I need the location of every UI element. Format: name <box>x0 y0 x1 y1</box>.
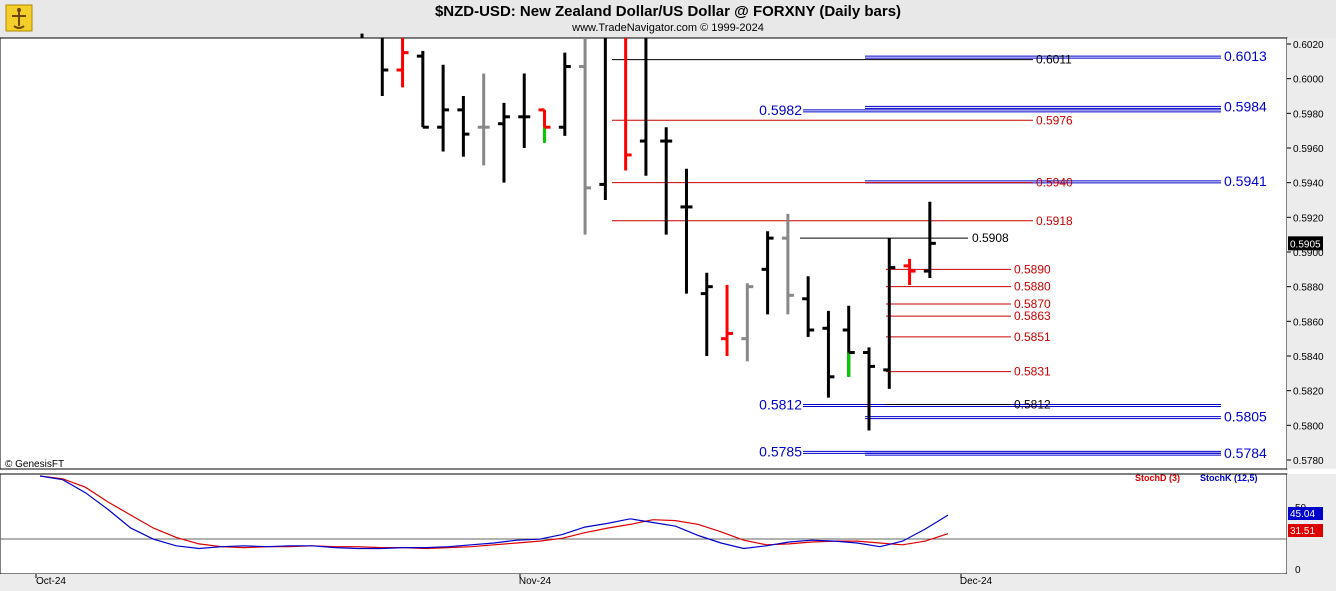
price-tick-label: 0.5920 <box>1293 213 1324 224</box>
price-level-label: 0.5984 <box>1224 98 1267 114</box>
ohlc-bar <box>477 73 490 166</box>
date-axis-area <box>0 574 1336 591</box>
price-level-label: 0.5982 <box>759 102 802 118</box>
stoch-series-line <box>39 475 949 550</box>
ohlc-bar <box>396 38 409 88</box>
stoch-d-value-box <box>1288 524 1323 537</box>
price-level-label: 0.5785 <box>759 443 802 459</box>
ohlc-bar <box>842 305 855 377</box>
ohlc-bar <box>802 276 815 337</box>
ohlc-bars <box>360 33 936 431</box>
price-tick-label: 0.5860 <box>1293 317 1324 328</box>
ohlc-bar <box>741 283 754 362</box>
stoch-tick-label: 0 <box>1295 565 1301 576</box>
last-price-label: 0.5905 <box>1290 239 1321 250</box>
ohlc-bar <box>558 52 571 136</box>
price-level-label: 0.5812 <box>759 397 802 413</box>
stoch-panel-frame <box>0 473 1288 575</box>
price-level-label: 0.6011 <box>1036 53 1072 67</box>
price-level-label: 0.5918 <box>1036 214 1073 228</box>
ohlc-bar <box>380 38 389 96</box>
price-level-label: 0.5941 <box>1224 173 1267 189</box>
ohlc-bar <box>538 108 551 143</box>
price-tick-label: 0.5840 <box>1293 352 1324 363</box>
price-level-label: 0.5976 <box>1036 113 1073 127</box>
price-tick-label: 0.5900 <box>1293 248 1324 259</box>
price-level-label: 0.5880 <box>1014 280 1051 294</box>
ohlc-bar <box>903 258 916 285</box>
ohlc-bar <box>660 127 673 235</box>
price-tick-label: 0.6020 <box>1293 40 1324 51</box>
date-tick-label: Oct-24 <box>36 576 66 587</box>
price-tick-label: 0.5780 <box>1293 456 1324 467</box>
stoch-legend-d: StochD (3) <box>1135 473 1180 483</box>
ohlc-bar <box>781 213 794 315</box>
chart-header: $NZD-USD: New Zealand Dollar/US Dollar @… <box>0 0 1336 38</box>
chart-subtitle: www.TradeNavigator.com © 1999-2024 <box>572 22 764 34</box>
ohlc-bar <box>497 102 510 183</box>
price-level-label: 0.5812 <box>1014 398 1051 412</box>
date-axis: Oct-24 Nov-24 Dec-24 <box>35 574 993 587</box>
stoch-k-value: 45.04 <box>1290 509 1315 520</box>
date-tick-label: Dec-24 <box>960 576 993 587</box>
price-levels: 0.6013 0.6011 0.5984 0.5982 0.5976 0.5941 0.59… <box>612 48 1267 461</box>
price-axis-area <box>1287 38 1336 469</box>
ohlc-bar <box>639 38 648 176</box>
price-tick-label: 0.5980 <box>1293 109 1324 120</box>
price-level-label: 0.5940 <box>1036 176 1073 190</box>
ohlc-bar <box>624 38 632 171</box>
stoch-k-value-box <box>1288 507 1323 520</box>
price-level-label: 0.5870 <box>1014 297 1051 311</box>
copyright-label: © GenesisFT <box>5 459 64 470</box>
ohlc-bar <box>700 272 713 356</box>
price-tick-label: 0.5940 <box>1293 179 1324 190</box>
ohlc-bar <box>883 238 896 389</box>
ohlc-bar <box>923 201 936 278</box>
last-price-box <box>1288 236 1323 251</box>
price-level-label: 0.5831 <box>1014 365 1051 379</box>
price-level-label: 0.5805 <box>1224 409 1267 425</box>
price-tick-label: 0.6000 <box>1293 75 1324 86</box>
ohlc-bar <box>457 96 470 157</box>
stoch-legend-k: StochK (12,5) <box>1200 473 1258 483</box>
price-tick-label: 0.5820 <box>1293 387 1324 398</box>
price-level-label: 0.6013 <box>1224 48 1267 64</box>
ohlc-bar <box>518 73 531 148</box>
stoch-series-line <box>39 475 949 550</box>
price-level-label: 0.5908 <box>972 231 1009 245</box>
ohlc-bar <box>761 231 774 315</box>
price-tick-label: 0.5800 <box>1293 421 1324 432</box>
chart-title: $NZD-USD: New Zealand Dollar/US Dollar @… <box>434 3 902 20</box>
ohlc-bar <box>680 168 693 294</box>
ohlc-bar <box>416 50 429 129</box>
ohlc-bar <box>721 284 734 356</box>
ohlc-bar <box>437 64 450 152</box>
ohlc-bar <box>579 38 592 235</box>
panel-frames <box>0 37 1336 591</box>
ohlc-bar <box>599 38 607 200</box>
price-level-label: 0.5851 <box>1014 330 1051 344</box>
stoch-d-value: 31.51 <box>1290 526 1315 537</box>
date-tick-label: Nov-24 <box>519 576 552 587</box>
price-axis: 0.6020 0.6000 0.5980 0.5960 0.5940 0.5920 0.59… <box>1287 40 1324 467</box>
price-level-label: 0.5863 <box>1014 309 1051 323</box>
price-tick-label: 0.5960 <box>1293 144 1324 155</box>
trade-navigator-logo-icon <box>5 4 33 32</box>
price-tick-label: 0.5880 <box>1293 283 1324 294</box>
ohlc-bar <box>822 310 835 398</box>
price-level-label: 0.5784 <box>1224 445 1267 461</box>
ohlc-bar <box>863 347 875 431</box>
price-level-label: 0.5890 <box>1014 262 1051 276</box>
